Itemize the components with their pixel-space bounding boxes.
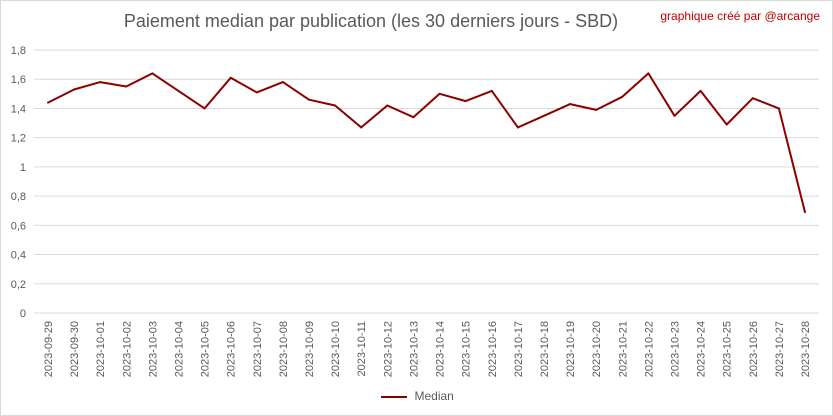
x-tick-label: 2023-10-22 — [643, 321, 655, 377]
data-point — [569, 103, 572, 106]
x-tick-label: 2023-10-07 — [252, 321, 264, 377]
data-point — [490, 89, 493, 92]
x-tick-label: 2023-10-12 — [382, 321, 394, 377]
data-point — [621, 95, 624, 98]
x-tick-label: 2023-10-11 — [356, 321, 368, 376]
data-point — [647, 72, 650, 75]
data-point — [125, 85, 128, 88]
credit-text: graphique créé par @arcange — [660, 9, 820, 23]
x-tick-label: 2023-10-10 — [330, 321, 342, 377]
y-tick-label: 0,2 — [11, 279, 26, 291]
data-point — [438, 92, 441, 95]
data-point — [516, 126, 519, 129]
data-point — [725, 123, 728, 126]
x-axis-ticks: 2023-09-29 2023-09-30 2023-10-01 2023-10-02… — [43, 321, 812, 377]
x-tick-label: 2023-10-14 — [435, 321, 447, 377]
data-point — [308, 98, 311, 101]
x-tick-label: 2023-10-04 — [174, 321, 186, 377]
y-tick-label: 0 — [20, 308, 26, 320]
legend-label-median: Median — [414, 389, 454, 403]
y-tick-label: 1,4 — [11, 103, 26, 115]
x-tick-label: 2023-10-26 — [748, 321, 760, 377]
data-point — [595, 108, 598, 111]
data-point — [464, 100, 467, 103]
gridlines — [34, 49, 819, 314]
data-point — [47, 101, 49, 104]
data-point — [99, 81, 102, 84]
data-point — [386, 104, 389, 107]
x-tick-label: 2023-10-03 — [147, 321, 159, 377]
data-point — [751, 97, 754, 100]
y-tick-label: 1,2 — [11, 133, 26, 145]
data-point — [360, 126, 363, 129]
data-point — [777, 107, 780, 110]
y-tick-label: 1 — [20, 162, 26, 174]
x-tick-label: 2023-10-25 — [722, 321, 734, 377]
data-point — [177, 89, 180, 92]
data-point — [255, 91, 258, 94]
y-tick-label: 1,6 — [11, 74, 26, 86]
data-point — [334, 104, 337, 107]
x-tick-label: 2023-10-28 — [800, 321, 812, 377]
data-point — [699, 89, 702, 92]
x-tick-label: 2023-10-21 — [617, 321, 629, 377]
data-point — [804, 211, 806, 214]
y-axis-ticks: 0 0,2 0,4 0,6 0,8 1 1,2 1,4 1,6 1,8 — [11, 45, 26, 320]
legend: Median — [1, 389, 833, 403]
data-point — [203, 107, 206, 110]
y-tick-label: 1,8 — [11, 45, 26, 57]
x-tick-label: 2023-10-02 — [121, 321, 133, 377]
x-tick-label: 2023-10-08 — [278, 321, 290, 377]
series-layer — [47, 72, 806, 214]
x-tick-label: 2023-10-27 — [774, 321, 786, 377]
x-tick-label: 2023-10-18 — [539, 321, 551, 377]
data-point — [412, 116, 415, 119]
x-tick-label: 2023-10-17 — [513, 321, 525, 377]
y-tick-label: 0,6 — [11, 220, 26, 232]
data-point — [229, 76, 232, 79]
y-tick-label: 0,4 — [11, 250, 26, 262]
data-point — [673, 114, 676, 117]
x-tick-label: 2023-10-05 — [200, 321, 212, 377]
x-tick-label: 2023-10-09 — [304, 321, 316, 377]
chart-title: Paiement median par publication (les 30 … — [123, 11, 619, 31]
x-tick-label: 2023-10-19 — [565, 321, 577, 377]
x-tick-label: 2023-10-06 — [226, 321, 238, 377]
x-tick-label: 2023-09-29 — [43, 321, 55, 377]
data-point — [151, 72, 154, 75]
series-line-median — [47, 72, 806, 213]
y-tick-label: 0,8 — [11, 191, 26, 203]
data-point — [542, 114, 545, 117]
x-tick-label: 2023-10-23 — [669, 321, 681, 377]
data-point — [73, 88, 76, 91]
legend-swatch-median — [381, 395, 408, 398]
x-tick-label: 2023-10-24 — [696, 321, 708, 377]
x-tick-label: 2023-10-01 — [95, 321, 107, 377]
data-point — [281, 81, 284, 84]
x-tick-label: 2023-10-15 — [461, 321, 473, 377]
x-tick-label: 2023-10-16 — [487, 321, 499, 377]
x-tick-label: 2023-10-20 — [591, 321, 603, 377]
x-tick-label: 2023-10-13 — [408, 321, 420, 377]
x-tick-label: 2023-09-30 — [69, 321, 81, 377]
